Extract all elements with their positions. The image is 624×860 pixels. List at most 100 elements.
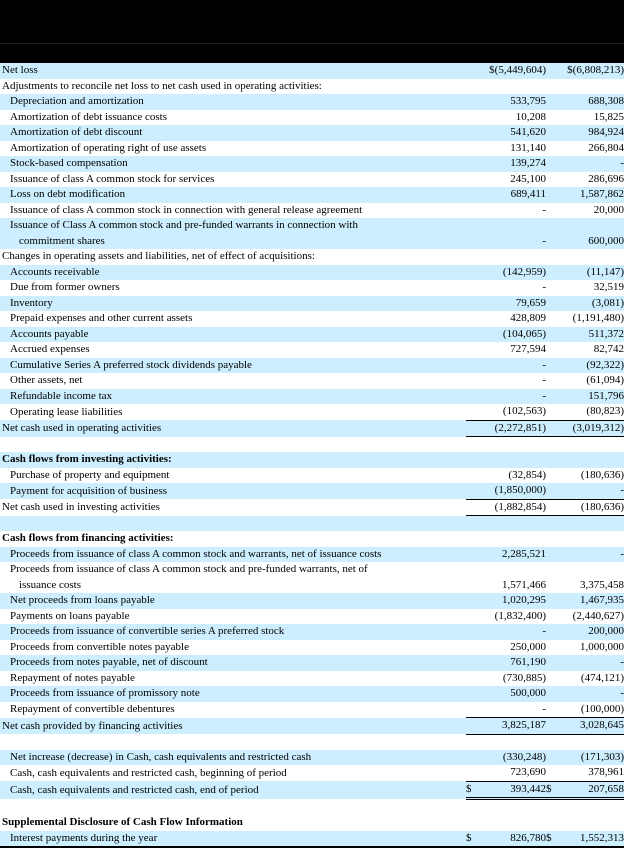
value-cell-col1: 3,825,187: [466, 717, 546, 735]
table-row: Stock-based compensation 139,274 -: [0, 156, 624, 172]
currency-value: $1,552,313: [546, 831, 624, 847]
row-label: Net cash provided by financing activitie…: [0, 718, 466, 735]
value-cell-col2: [546, 437, 624, 453]
row-label-line1: Net cash used in operating activities: [2, 422, 162, 434]
row-label: Proceeds from issuance of convertible se…: [0, 624, 466, 640]
table-row: Proceeds from issuance of promissory not…: [0, 686, 624, 702]
amount-text: 393,442: [510, 782, 546, 795]
row-label-line1: Proceeds from issuance of promissory not…: [10, 687, 200, 699]
row-label: Amortization of debt issuance costs: [0, 110, 466, 126]
row-label: Accounts payable: [0, 327, 466, 343]
row-label-line1: Prepaid expenses and other current asset…: [10, 312, 193, 324]
table-row: Prepaid expenses and other current asset…: [0, 311, 624, 327]
spacer-row: [0, 734, 624, 750]
value-cell-col2: (171,303): [580, 750, 624, 763]
value-cell-col1: (1,850,000): [466, 483, 546, 500]
value-cell-col2: 511,372: [588, 327, 624, 340]
row-label: Cash flows from investing activities:: [0, 452, 466, 468]
table-row: Accrued expenses 727,594 82,742: [0, 342, 624, 358]
row-label-line1: Adjustments to reconcile net loss to net…: [2, 79, 322, 92]
dollar-sign: $: [466, 831, 472, 844]
value-cell-col2: 1,587,862: [580, 188, 624, 200]
table-row: Loss on debt modification 689,411 1,587,86…: [0, 187, 624, 203]
value-cell-col2: (92,322): [586, 358, 624, 371]
table-row: Cash flows from investing activities:: [0, 452, 624, 468]
row-label: Loss on debt modification: [0, 187, 466, 203]
row-label: Refundable income tax: [0, 389, 466, 405]
table-row: Accounts receivable (142,959) (11,147): [0, 264, 624, 281]
row-label: Proceeds from issuance of promissory not…: [0, 686, 466, 702]
row-label-line1: Cash flows from investing activities:: [2, 453, 172, 465]
row-label: Adjustments to reconcile net loss to net…: [0, 79, 466, 95]
row-label: Cumulative Series A preferred stock divi…: [0, 358, 466, 374]
value-cell-col2: $(6,808,213): [567, 64, 624, 76]
value-cell-col1: [466, 249, 546, 265]
row-label-line1: Payments on loans payable: [10, 609, 130, 622]
row-label: Proceeds from convertible notes payable: [0, 640, 466, 656]
amount-text: 1,552,313: [580, 831, 624, 844]
value-cell-col2: 286,696: [588, 172, 624, 185]
row-label-line1: Loss on debt modification: [10, 188, 126, 200]
table-row: Amortization of debt discount 541,620 984,…: [0, 125, 624, 141]
row-label-line1: Amortization of debt discount: [10, 126, 143, 138]
value-cell-col1: [466, 437, 546, 453]
value-cell-col1: 727,594: [510, 343, 546, 355]
row-label-line1: Cash flows from financing activities:: [2, 532, 174, 544]
value-cell-col2: 15,825: [593, 110, 624, 123]
table-row: Payments on loans payable (1,832,400) (2,4…: [0, 608, 624, 624]
value-cell-col1: 245,100: [510, 172, 546, 185]
row-label: Issuance of Class A common stock and pre…: [0, 218, 466, 249]
table-row: Interest payments during the year $826,78…: [0, 830, 624, 848]
value-cell-col1: -: [542, 358, 546, 371]
value-cell-col1: 761,190: [510, 656, 546, 668]
table-row: Net cash used in investing activities (1,…: [0, 499, 624, 516]
row-label: Interest payments during the year: [0, 831, 466, 848]
row-label: Net proceeds from loans payable: [0, 593, 466, 609]
value-cell-col1: [466, 531, 546, 547]
row-label-line1: Inventory: [10, 296, 53, 309]
row-label: Inventory: [0, 296, 466, 312]
row-label-line1: Issuance of class A common stock for ser…: [10, 172, 215, 185]
value-cell-col1: [466, 799, 546, 816]
row-label-line1: Changes in operating assets and liabilit…: [2, 250, 315, 262]
value-cell-col2: 984,924: [588, 126, 624, 138]
value-cell-col2: 32,519: [593, 281, 624, 293]
table-row: Supplemental Disclosure of Cash Flow Inf…: [0, 815, 624, 831]
row-label: Purchase of property and equipment: [0, 468, 466, 484]
value-cell-col2: (61,094): [586, 374, 624, 386]
row-label-line1: Repayment of notes payable: [10, 671, 135, 684]
table-row: Proceeds from issuance of class A common…: [0, 546, 624, 562]
row-label: Repayment of convertible debentures: [0, 702, 466, 718]
table-row: Inventory 79,659 (3,081): [0, 295, 624, 312]
value-cell-col2: (1,191,480): [572, 312, 624, 324]
value-cell-col1: 2,285,521: [502, 547, 546, 560]
value-cell-col1: [466, 452, 546, 468]
value-cell-col1: (730,885): [502, 671, 546, 684]
spacer-cell: [0, 516, 466, 532]
table-row: Due from former owners - 32,519: [0, 280, 624, 296]
value-cell-col2: 20,000: [593, 203, 624, 216]
table-row: Net cash provided by financing activitie…: [0, 717, 624, 735]
row-label-line1: Payment for acquisition of business: [10, 484, 168, 497]
value-cell-col1: 79,659: [515, 296, 546, 309]
spacer-cell: [0, 734, 466, 750]
row-label: Accounts receivable: [0, 265, 466, 281]
row-label: Issuance of class A common stock for ser…: [0, 172, 466, 188]
row-label-line1: Accounts payable: [10, 327, 89, 340]
value-cell-col2: [546, 516, 624, 532]
table-body: Net loss $(5,449,604) $(6,808,213) Adjustme…: [0, 63, 624, 848]
value-cell-col2: 266,804: [588, 141, 624, 154]
value-cell-col2: -: [620, 157, 624, 169]
spacer-cell: [0, 799, 466, 816]
value-cell-col1: 139,274: [510, 157, 546, 169]
value-cell-col2: (2,440,627): [572, 609, 624, 622]
value-cell-col2: 1,000,000: [580, 640, 624, 653]
row-label-line2: issuance costs: [19, 578, 82, 591]
value-cell-col1: (1,832,400): [494, 609, 546, 622]
row-label: Depreciation and amortization: [0, 94, 466, 110]
row-label-line2: commitment shares: [19, 234, 105, 247]
row-label-line1: Purchase of property and equipment: [10, 468, 170, 481]
table-row: Cumulative Series A preferred stock divi…: [0, 357, 624, 374]
currency-value: $826,780: [466, 831, 546, 847]
spacer-row: [0, 798, 624, 816]
